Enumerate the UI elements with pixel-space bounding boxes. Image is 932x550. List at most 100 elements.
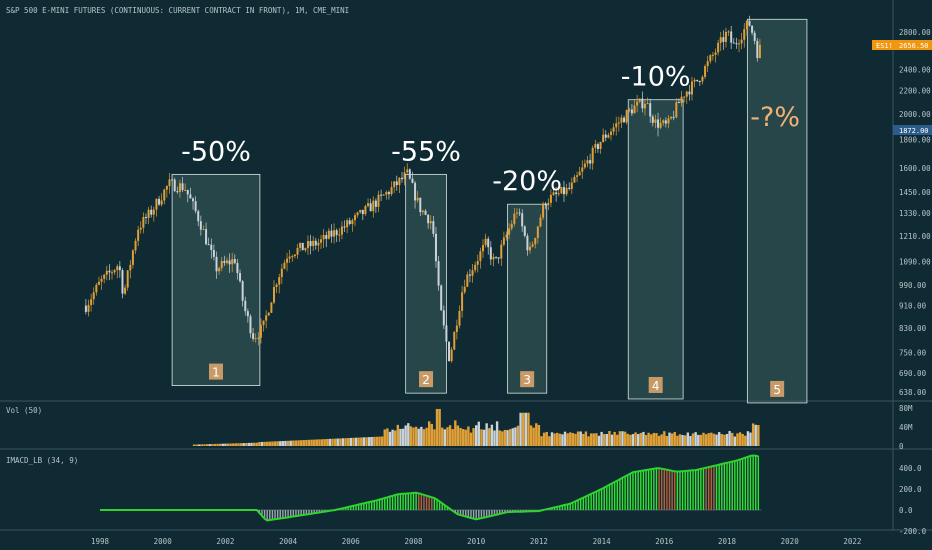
candle-body	[463, 286, 466, 293]
macd-hist-bar	[470, 510, 472, 518]
macd-hist-bar	[454, 510, 456, 513]
candle-body	[549, 194, 552, 203]
candle-body	[711, 54, 714, 56]
candle-body	[544, 203, 547, 206]
volume-bar	[751, 423, 755, 446]
macd-hist-bar	[689, 470, 692, 510]
candle-body	[171, 179, 174, 181]
candle-body	[246, 311, 249, 317]
candle-body	[751, 25, 754, 33]
drawdown-box-4	[627, 99, 684, 400]
volume-bar	[503, 429, 507, 446]
candle-body	[137, 229, 140, 241]
candle-body	[325, 235, 328, 239]
candle-body	[401, 177, 404, 180]
candle-body	[382, 194, 385, 196]
candle-body	[215, 256, 218, 272]
candle-body	[403, 172, 406, 180]
volume-bar	[717, 432, 721, 446]
price-tick-label: 2200.00	[899, 87, 931, 96]
candle-body	[312, 240, 315, 247]
candle-body	[202, 229, 205, 231]
macd-hist-bar	[692, 470, 694, 510]
candle-body	[257, 337, 260, 339]
candle-body	[280, 268, 283, 278]
candle-body	[207, 244, 210, 246]
candle-body	[134, 240, 137, 251]
drawdown-label-bg-5	[770, 380, 785, 397]
macd-hist-bar	[412, 492, 415, 510]
drawdown-label-4: 4	[652, 379, 660, 393]
volume-bar	[636, 434, 640, 446]
volume-bar	[731, 432, 734, 446]
macd-hist-bar	[493, 510, 496, 516]
macd-hist-bar	[585, 496, 587, 510]
candle-body	[649, 103, 652, 117]
time-axis: 1998 2000 2002 2004 2006 2008 2010 2012 2014 2016…	[91, 537, 861, 546]
candle-body	[142, 216, 145, 228]
macd-hist-bar	[702, 468, 705, 510]
volume-bar	[652, 432, 656, 446]
candle-body	[299, 242, 302, 248]
candle-body	[714, 52, 717, 55]
drawdown-box-3	[507, 203, 548, 394]
volume-bar	[443, 429, 447, 446]
volume-bar	[697, 434, 700, 446]
volume-bar	[200, 444, 204, 446]
macd-hist-bar	[496, 510, 498, 515]
volume-bar	[736, 433, 739, 446]
macd-hist-bar	[483, 510, 485, 518]
macd-hist-bar	[402, 493, 404, 510]
candle-body	[455, 325, 458, 332]
volume-bar	[386, 428, 389, 446]
macd-hist-bar	[755, 455, 757, 510]
macd-hist-bar	[431, 497, 433, 510]
candle-body	[377, 194, 380, 207]
volume-bar	[702, 432, 705, 446]
volume-bar	[323, 439, 326, 446]
price-tick-label: 750.00	[899, 349, 927, 358]
volume-bar	[255, 442, 258, 446]
volume-bar	[529, 425, 533, 446]
macd-hist-bar	[386, 497, 389, 510]
macd-hist-bar	[697, 469, 699, 510]
macd-hist-bar	[316, 510, 318, 513]
volume-bar	[326, 438, 329, 446]
volume-bar	[673, 431, 676, 446]
candle-body	[92, 292, 95, 300]
candle-body	[97, 281, 100, 285]
volume-bar	[550, 432, 554, 446]
macd-title: IMACD_LB (34, 9)	[6, 456, 78, 465]
volume-bar	[438, 408, 441, 446]
volume-bar	[488, 428, 491, 446]
candle-body	[296, 247, 299, 255]
volume-bar	[213, 443, 217, 446]
macd-hist-bar	[752, 455, 754, 510]
candle-body	[466, 274, 469, 287]
macd-hist-bar	[572, 502, 574, 510]
macd-hist-bar	[269, 510, 271, 520]
candle-body	[306, 241, 309, 249]
drawdown-box-1	[171, 173, 261, 386]
macd-hist-bar	[318, 510, 321, 513]
candle-body	[633, 105, 636, 114]
drawdown-pct-5: -?%	[750, 102, 800, 133]
macd-hist-bar	[371, 501, 373, 510]
macd-hist-bar	[731, 461, 733, 510]
candle-body	[620, 117, 623, 123]
candle-body	[348, 220, 351, 224]
candle-body	[241, 281, 244, 301]
volume-bar	[660, 434, 663, 446]
price-tick-label: 830.00	[899, 324, 927, 333]
macd-hist-bar	[621, 477, 624, 510]
macd-hist-bar	[266, 510, 268, 521]
volume-bar	[741, 433, 744, 446]
volume-bar	[537, 424, 541, 446]
candle-body	[450, 349, 453, 362]
candle-body	[586, 160, 589, 164]
candle-body	[756, 40, 759, 59]
volume-bar	[516, 425, 520, 446]
candle-body	[359, 209, 362, 213]
candle-body	[497, 257, 500, 259]
